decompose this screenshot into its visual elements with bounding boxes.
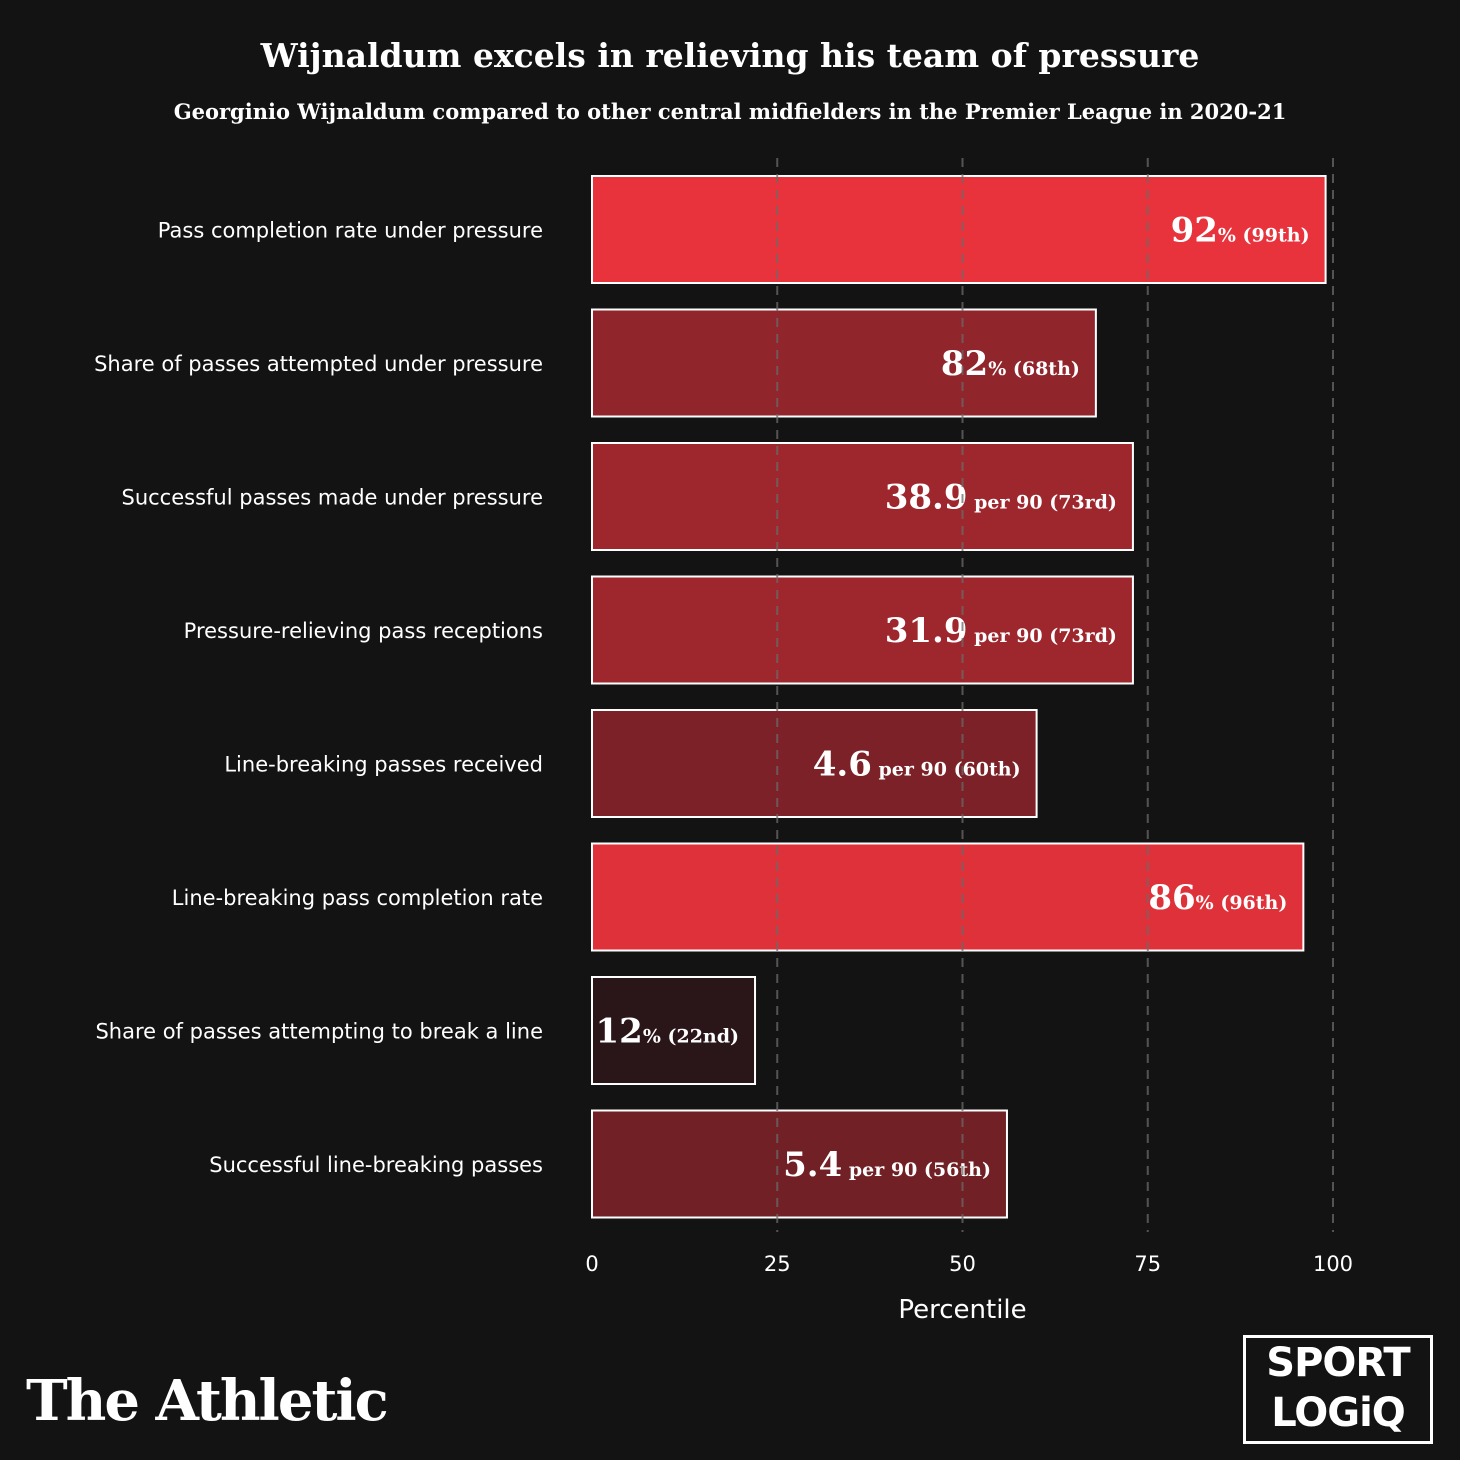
- chart-title: Wijnaldum excels in relieving his team o…: [260, 36, 1200, 75]
- data-label: 12% (22nd): [596, 1012, 740, 1052]
- data-label: 86% (96th): [1148, 878, 1287, 918]
- bar: [591, 308, 1097, 418]
- the-athletic-logo: The Athletic: [26, 1368, 389, 1434]
- category-label: Share of passes attempting to break a li…: [95, 1020, 543, 1044]
- bar: [591, 575, 1134, 685]
- sportlogiq-logo-line2: LOGiQ: [1271, 1390, 1406, 1436]
- data-label: 31.9 per 90 (73rd): [885, 611, 1117, 651]
- data-label: 38.9 per 90 (73rd): [885, 478, 1117, 518]
- x-tick-label: 100: [1313, 1252, 1353, 1276]
- category-label: Successful line-breaking passes: [209, 1153, 543, 1177]
- bar: [591, 842, 1305, 952]
- x-tick-label: 75: [1134, 1252, 1161, 1276]
- category-label: Share of passes attempted under pressure: [94, 352, 543, 376]
- bar-chart: Pass completion rate under pressure 92% (…: [94, 158, 1353, 1325]
- sportlogiq-logo: SPORT LOGiQ: [1243, 1335, 1433, 1444]
- category-label: Pressure-relieving pass receptions: [184, 619, 543, 643]
- bar: [591, 442, 1134, 551]
- category-label: Line-breaking pass completion rate: [172, 886, 543, 910]
- bar: [591, 976, 757, 1085]
- chart-subtitle: Georginio Wijnaldum compared to other ce…: [173, 99, 1287, 124]
- sportlogiq-logo-line1: SPORT: [1266, 1340, 1410, 1386]
- data-label: 4.6 per 90 (60th): [813, 745, 1021, 785]
- bar: [591, 1109, 1008, 1219]
- x-tick-label: 0: [585, 1252, 598, 1276]
- data-label: 92% (99th): [1171, 211, 1310, 251]
- category-label: Successful passes made under pressure: [122, 486, 544, 510]
- x-tick-label: 25: [764, 1252, 791, 1276]
- x-axis-title: Percentile: [898, 1295, 1026, 1325]
- x-tick-label: 50: [949, 1252, 976, 1276]
- category-label: Line-breaking passes received: [224, 753, 543, 777]
- category-label: Pass completion rate under pressure: [158, 219, 543, 243]
- data-label: 82% (68th): [941, 344, 1080, 384]
- bar: [591, 175, 1327, 284]
- data-label: 5.4 per 90 (56th): [783, 1145, 991, 1185]
